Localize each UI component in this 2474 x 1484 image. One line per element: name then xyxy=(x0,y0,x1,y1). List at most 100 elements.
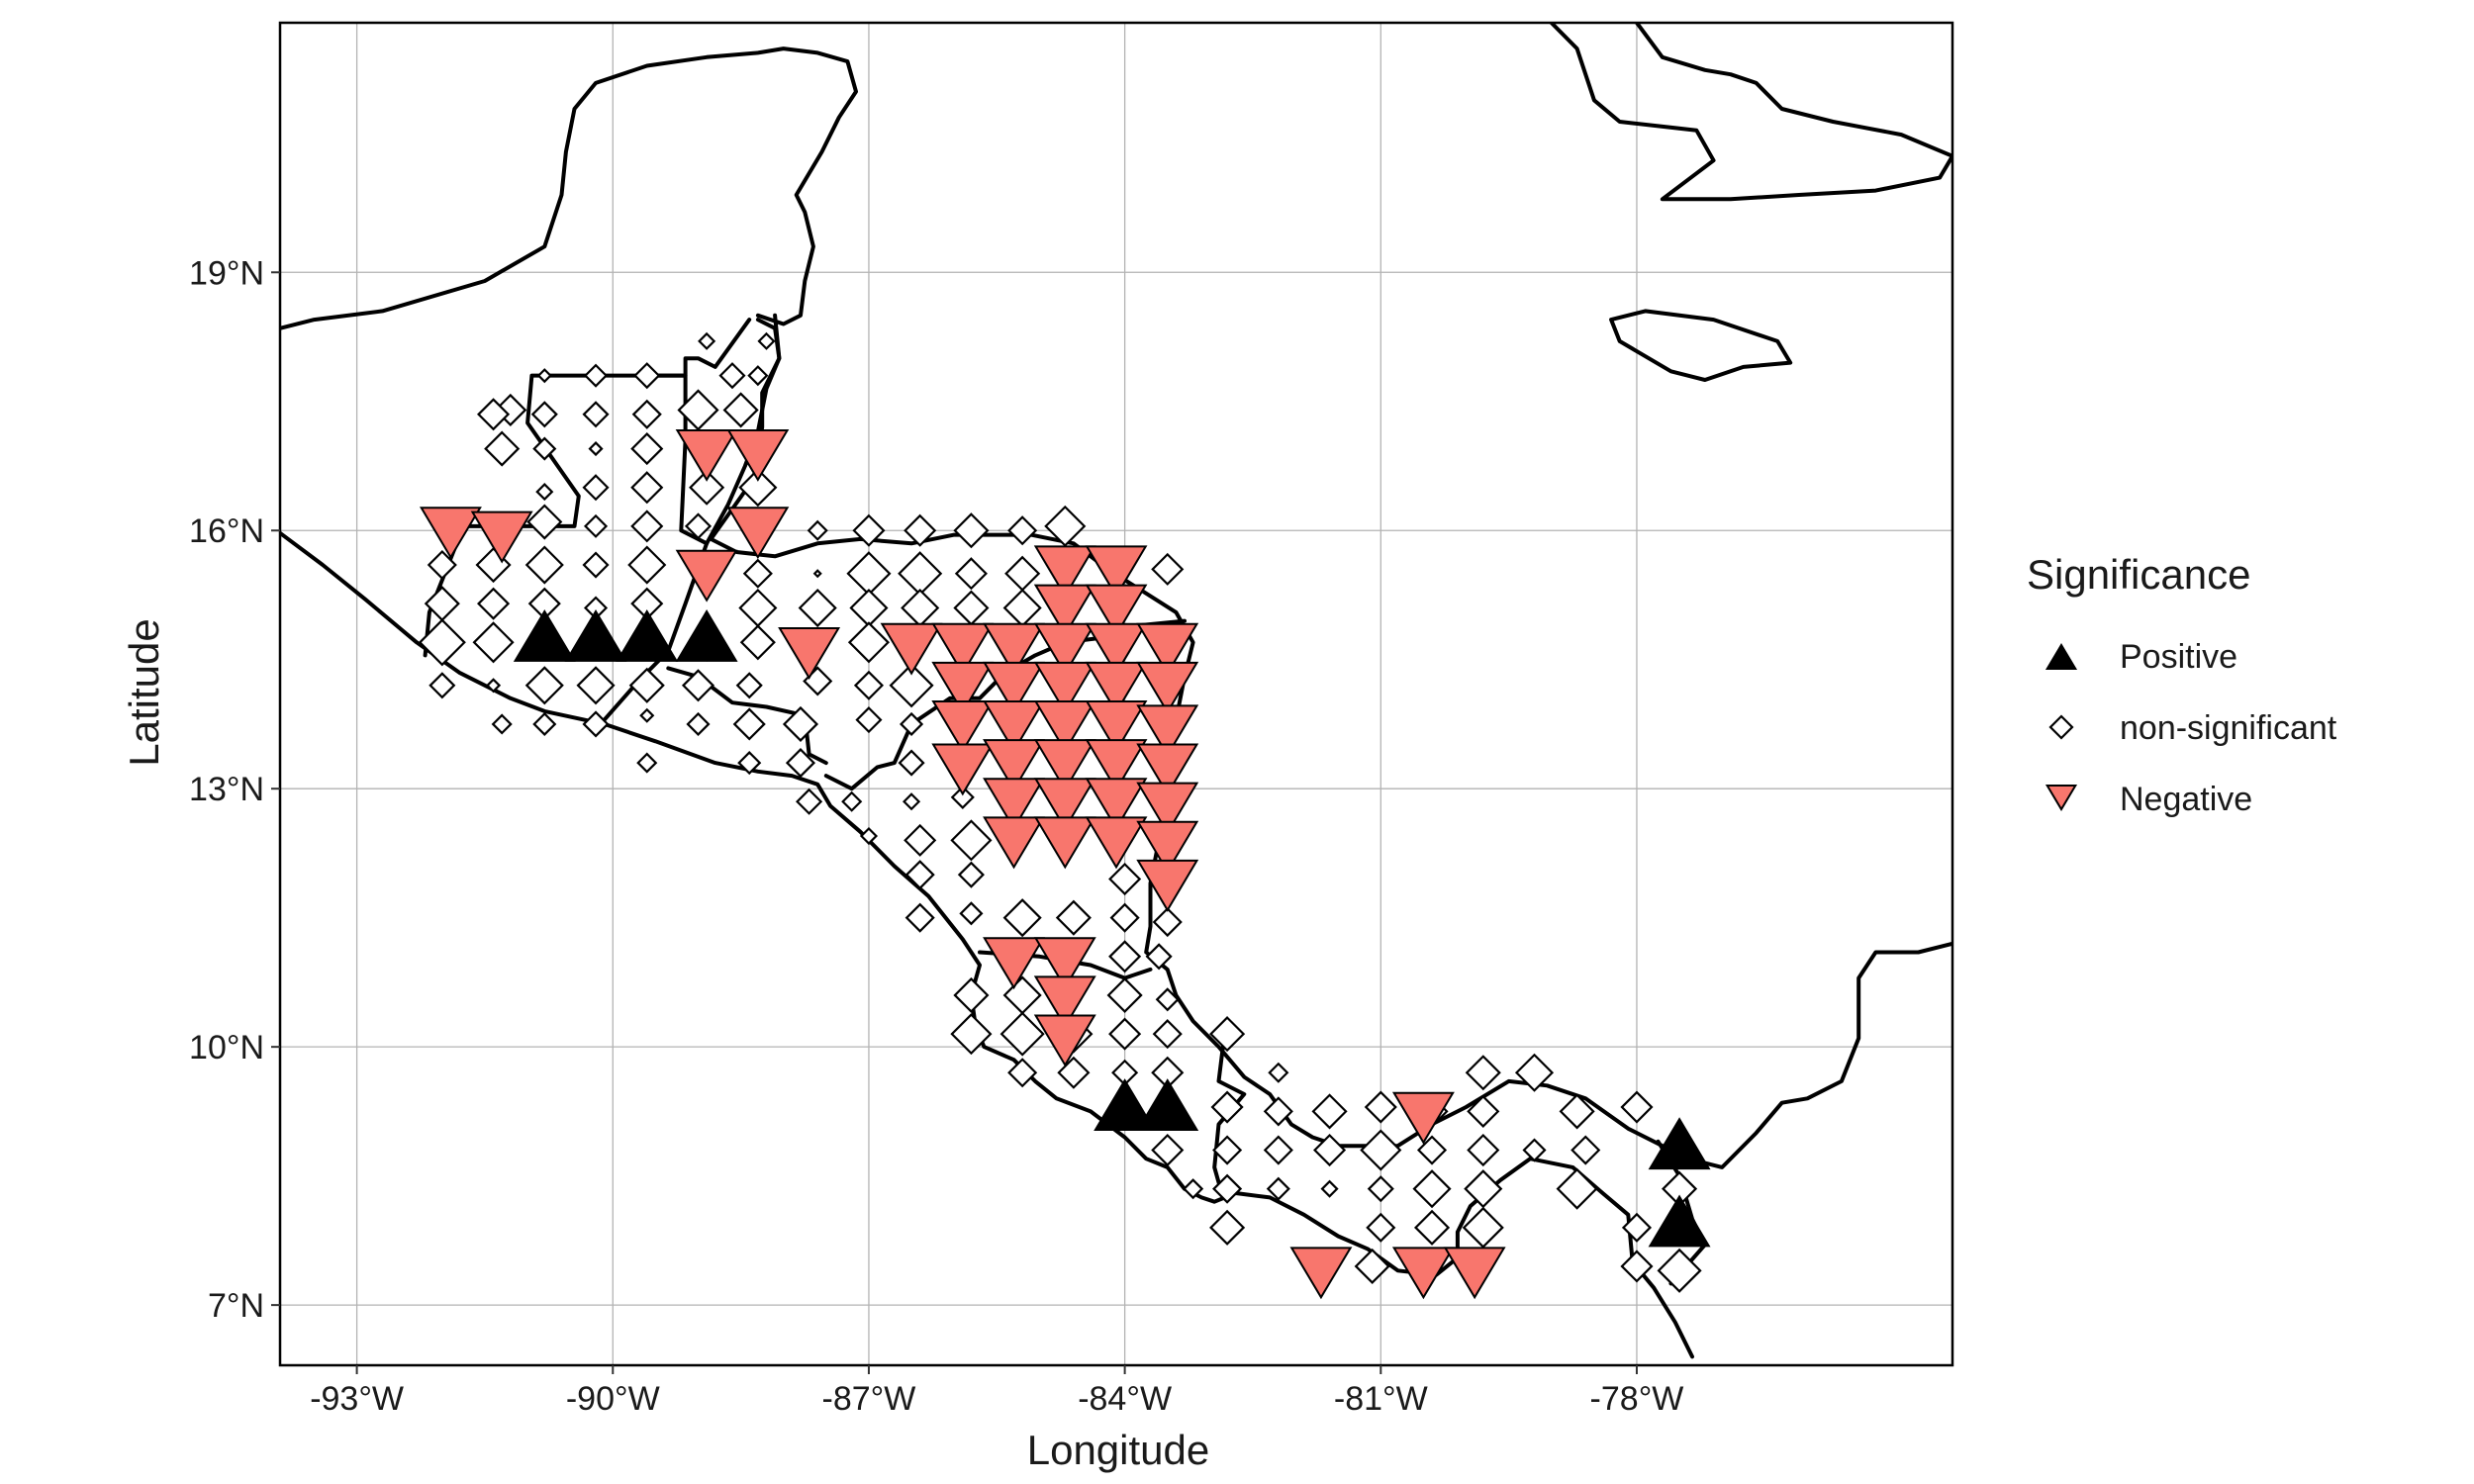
point-negative xyxy=(1085,778,1148,831)
point-non-significant xyxy=(1413,1209,1451,1246)
point-positive xyxy=(616,609,679,662)
point-non-significant xyxy=(1354,1248,1390,1285)
point-non-significant xyxy=(1514,1053,1555,1092)
point-negative xyxy=(1085,739,1148,792)
point-non-significant xyxy=(1108,1017,1142,1051)
point-non-significant xyxy=(532,436,557,461)
point-non-significant xyxy=(427,549,457,581)
point-negative xyxy=(1136,859,1199,912)
point-non-significant xyxy=(428,672,456,699)
point-negative xyxy=(1085,816,1148,870)
point-non-significant xyxy=(1152,906,1183,938)
point-non-significant xyxy=(855,706,883,734)
point-non-significant xyxy=(999,1011,1045,1057)
point-negative xyxy=(1033,622,1096,676)
point-negative xyxy=(983,937,1045,990)
point-non-significant xyxy=(582,551,610,579)
point-non-significant xyxy=(1109,902,1140,933)
point-negative xyxy=(1391,1091,1455,1145)
x-tick-label: -87°W xyxy=(822,1380,916,1418)
point-non-significant xyxy=(812,569,822,579)
legend-items: Positive non-significant Negative xyxy=(2045,638,2337,818)
point-positive xyxy=(675,609,738,662)
point-negative xyxy=(1033,1014,1096,1067)
point-negative xyxy=(1289,1247,1353,1300)
point-non-significant xyxy=(494,393,527,426)
point-non-significant xyxy=(1364,1090,1397,1124)
point-non-significant xyxy=(757,331,776,350)
point-negative xyxy=(1033,778,1096,831)
point-non-significant xyxy=(1522,1138,1547,1162)
point-non-significant xyxy=(1367,1175,1394,1203)
point-negative xyxy=(1085,622,1148,676)
point-positive xyxy=(564,609,627,662)
point-non-significant xyxy=(535,483,554,502)
point-non-significant xyxy=(636,752,658,774)
point-non-significant xyxy=(950,785,975,809)
point-non-significant xyxy=(1044,505,1087,547)
legend-label-positive: Positive xyxy=(2120,638,2237,676)
point-non-significant xyxy=(898,749,925,777)
point-non-significant xyxy=(472,621,515,664)
point-non-significant xyxy=(807,519,828,541)
point-non-significant xyxy=(1209,1209,1246,1246)
point-non-significant xyxy=(677,389,719,431)
point-non-significant xyxy=(1416,1135,1448,1165)
point-negative xyxy=(983,661,1045,714)
point-negative xyxy=(1085,584,1148,637)
point-non-significant xyxy=(1311,1093,1348,1130)
point-non-significant xyxy=(954,557,988,591)
point-positive xyxy=(513,609,576,662)
point-negative xyxy=(1085,661,1148,714)
point-negative xyxy=(931,743,995,796)
point-negative xyxy=(983,739,1045,792)
point-negative xyxy=(1033,584,1096,637)
point-non-significant xyxy=(953,512,990,549)
point-non-significant xyxy=(738,468,778,508)
point-negative xyxy=(1033,816,1096,870)
point-non-significant xyxy=(847,621,891,664)
point-non-significant xyxy=(532,711,557,737)
point-negative xyxy=(1136,820,1199,874)
x-tick-label: -78°W xyxy=(1590,1380,1684,1418)
point-non-significant xyxy=(1360,1129,1402,1171)
point-non-significant xyxy=(903,792,921,811)
point-non-significant xyxy=(491,713,513,735)
y-axis-title: Latitude xyxy=(121,618,167,766)
point-non-significant xyxy=(1108,862,1142,896)
coastline xyxy=(280,46,858,330)
country-border xyxy=(705,318,782,546)
point-non-significant xyxy=(1464,1169,1503,1209)
point-negative xyxy=(983,816,1045,870)
point-non-significant xyxy=(1467,1133,1500,1167)
point-non-significant xyxy=(1268,1062,1289,1083)
point-non-significant xyxy=(484,430,521,467)
legend-key-non-significant xyxy=(2048,714,2074,740)
point-non-significant xyxy=(1145,943,1173,971)
point-negative xyxy=(931,622,995,676)
point-non-significant xyxy=(1266,1176,1290,1201)
point-non-significant xyxy=(950,1013,993,1056)
point-non-significant xyxy=(950,819,993,862)
point-non-significant xyxy=(689,469,725,506)
point-non-significant xyxy=(588,441,604,457)
point-non-significant xyxy=(1620,1090,1654,1124)
x-tick-label: -90°W xyxy=(566,1380,660,1418)
point-non-significant xyxy=(1108,940,1142,974)
point-negative xyxy=(1391,1247,1455,1300)
point-non-significant xyxy=(576,666,616,705)
point-non-significant xyxy=(853,670,885,700)
legend-key-negative xyxy=(2045,784,2078,811)
legend-key-positive xyxy=(2045,643,2078,671)
point-non-significant xyxy=(1462,1206,1504,1249)
legend-title: Significance xyxy=(2027,551,2250,598)
point-negative xyxy=(726,507,790,560)
point-negative xyxy=(983,699,1045,753)
point-negative xyxy=(470,510,533,564)
point-non-significant xyxy=(1151,1133,1185,1167)
point-non-significant xyxy=(718,362,746,390)
point-positive xyxy=(1136,1078,1199,1131)
coastline xyxy=(1609,309,1793,382)
